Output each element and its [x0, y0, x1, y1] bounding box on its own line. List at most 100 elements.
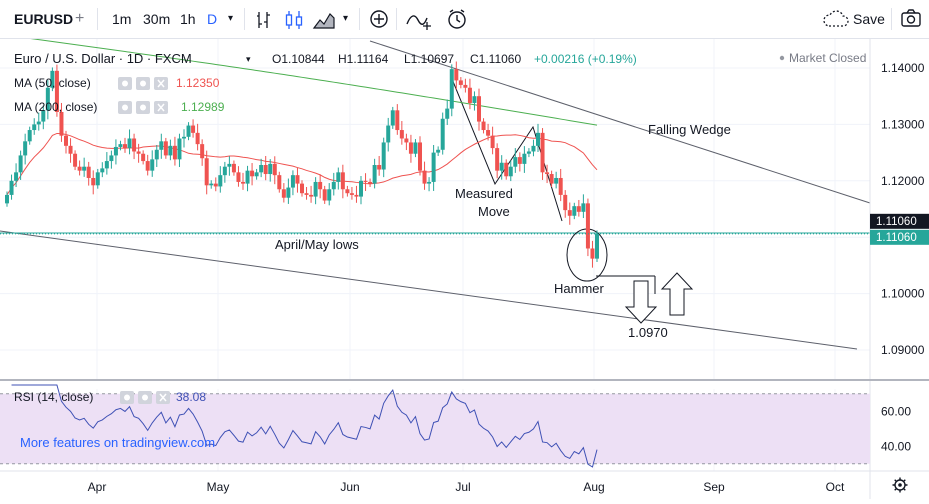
candle-body[interactable]: [41, 110, 46, 122]
candle-body[interactable]: [168, 145, 173, 156]
candle-style-icon[interactable]: [284, 0, 304, 38]
candle-body[interactable]: [558, 177, 563, 195]
candle-body[interactable]: [59, 111, 64, 136]
candle-body[interactable]: [572, 206, 577, 216]
candle-body[interactable]: [495, 148, 500, 171]
candle-body[interactable]: [313, 181, 318, 197]
candle-body[interactable]: [195, 132, 200, 145]
candle-body[interactable]: [504, 162, 509, 177]
candle-body[interactable]: [399, 130, 404, 139]
tradingview-watermark[interactable]: More features on tradingview.com: [20, 435, 215, 450]
candle-body[interactable]: [431, 152, 436, 182]
candle-body[interactable]: [245, 170, 250, 184]
symbol-search[interactable]: EURUSD: [14, 11, 74, 27]
candle-body[interactable]: [445, 108, 450, 119]
candle-body[interactable]: [413, 142, 418, 154]
candle-body[interactable]: [327, 189, 332, 201]
candle-body[interactable]: [73, 153, 78, 167]
candle-body[interactable]: [163, 141, 168, 156]
candle-body[interactable]: [517, 157, 522, 164]
candle-body[interactable]: [354, 194, 359, 197]
candle-body[interactable]: [272, 163, 277, 176]
candle-body[interactable]: [304, 193, 309, 195]
pane-separator[interactable]: [0, 379, 870, 381]
alert-clock-icon[interactable]: [445, 0, 469, 38]
candle-body[interactable]: [563, 194, 568, 211]
candle-body[interactable]: [454, 69, 459, 81]
candle-body[interactable]: [109, 155, 114, 162]
candle-body[interactable]: [359, 180, 363, 197]
candle-body[interactable]: [395, 110, 400, 131]
candle-body[interactable]: [567, 210, 572, 216]
candle-body[interactable]: [331, 181, 336, 190]
candle-body[interactable]: [231, 163, 236, 173]
candle-body[interactable]: [531, 145, 536, 152]
bar-style-icon[interactable]: [255, 0, 275, 38]
candle-body[interactable]: [82, 166, 87, 171]
candle-body[interactable]: [554, 177, 559, 184]
candle-body[interactable]: [508, 166, 513, 177]
candle-body[interactable]: [526, 151, 531, 154]
candle-body[interactable]: [172, 145, 177, 160]
ma50-label[interactable]: MA (50, close): [14, 76, 91, 90]
candle-body[interactable]: [45, 87, 50, 111]
candle-body[interactable]: [123, 144, 127, 149]
candle-body[interactable]: [381, 142, 386, 170]
candle-body[interactable]: [345, 189, 350, 194]
candle-body[interactable]: [209, 183, 214, 186]
rsi-polyline[interactable]: [11, 384, 598, 468]
candle-body[interactable]: [241, 181, 245, 184]
candle-body[interactable]: [418, 142, 422, 171]
candle-body[interactable]: [300, 183, 304, 194]
candle-body[interactable]: [368, 181, 373, 184]
ma50-settings-icon[interactable]: [136, 77, 150, 90]
candle-body[interactable]: [390, 110, 395, 126]
legend-chevron-icon[interactable]: ▾: [246, 54, 251, 64]
candle-body[interactable]: [36, 121, 41, 125]
candle-body[interactable]: [595, 233, 599, 259]
rsi-close-icon[interactable]: [156, 391, 170, 404]
candle-body[interactable]: [250, 170, 255, 177]
ma50-line[interactable]: [6, 132, 598, 196]
candle-body[interactable]: [77, 166, 82, 171]
candle-body[interactable]: [68, 145, 73, 154]
candle-body[interactable]: [54, 70, 59, 112]
candle-body[interactable]: [318, 181, 323, 190]
candle-body[interactable]: [32, 124, 37, 131]
candle-body[interactable]: [349, 193, 354, 195]
chart-area[interactable]: 1.140001.130001.120001.110001.100001.090…: [0, 34, 929, 499]
candle-body[interactable]: [259, 165, 264, 173]
ma200-label[interactable]: MA (200, close): [14, 100, 97, 114]
candle-body[interactable]: [236, 172, 241, 182]
candle-body[interactable]: [372, 165, 377, 184]
ma200-eye-icon[interactable]: [118, 101, 132, 114]
candle-body[interactable]: [9, 180, 14, 195]
candle-body[interactable]: [576, 206, 581, 212]
candle-body[interactable]: [581, 203, 586, 212]
candle-body[interactable]: [132, 138, 137, 152]
ma200-polyline[interactable]: [6, 34, 598, 126]
rsi-line[interactable]: [11, 384, 598, 468]
candle-body[interactable]: [549, 174, 554, 184]
candle-body[interactable]: [545, 172, 550, 175]
candle-body[interactable]: [222, 166, 227, 176]
ma200-close-icon[interactable]: [154, 101, 168, 114]
legend-title[interactable]: Euro / U.S. Dollar · 1D · FXCM: [14, 51, 192, 66]
candle-body[interactable]: [141, 153, 146, 162]
candle-body[interactable]: [422, 170, 427, 184]
candle-body[interactable]: [295, 175, 300, 184]
cloud-save-icon[interactable]: [823, 0, 849, 38]
rsi-settings-icon[interactable]: [138, 391, 152, 404]
candle-body[interactable]: [95, 172, 100, 186]
candle-body[interactable]: [27, 130, 32, 142]
candle-body[interactable]: [590, 248, 595, 259]
candle-body[interactable]: [14, 172, 19, 181]
candle-body[interactable]: [50, 70, 55, 88]
candle-body[interactable]: [150, 159, 155, 171]
interval-1m[interactable]: 1m: [112, 11, 132, 27]
camera-snapshot-icon[interactable]: [900, 0, 922, 38]
candle-body[interactable]: [263, 165, 268, 175]
candle-body[interactable]: [213, 183, 218, 187]
area-style-icon[interactable]: [312, 0, 336, 38]
candle-body[interactable]: [18, 155, 23, 173]
